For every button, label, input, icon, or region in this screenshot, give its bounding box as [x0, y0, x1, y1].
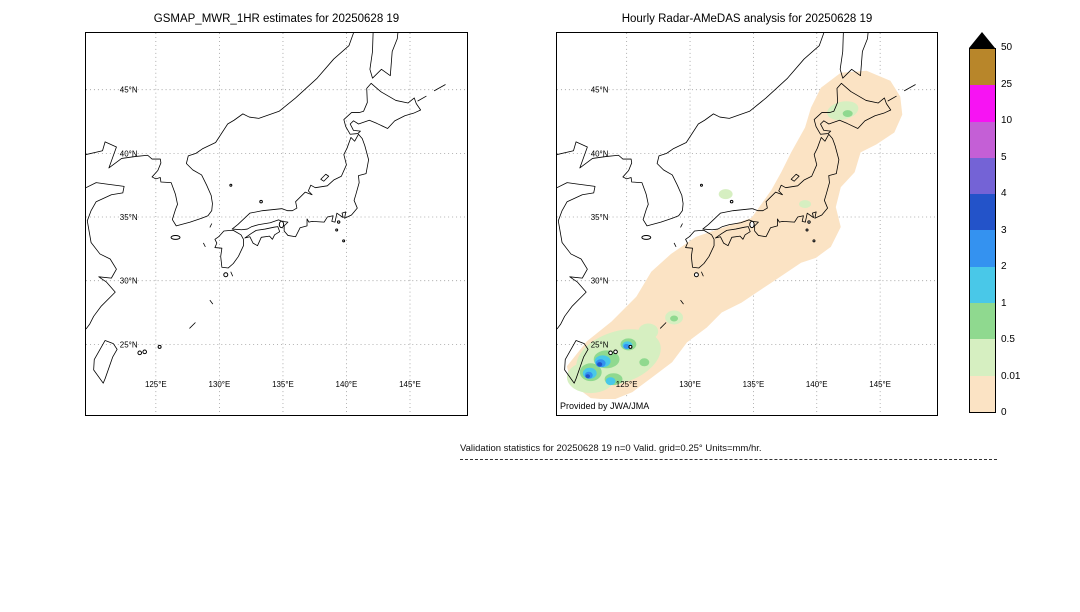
precip-cell — [638, 323, 659, 340]
precip-cell — [605, 377, 616, 386]
colorbar-band — [970, 339, 995, 376]
coastlines — [86, 33, 447, 384]
validation-caption: Validation statistics for 20250628 19 n=… — [460, 443, 997, 460]
colorbar-tick-label: 50 — [1001, 42, 1013, 53]
right-panel-title: Hourly Radar-AMeDAS analysis for 2025062… — [621, 13, 873, 25]
colorbar-tick-label: 2 — [1001, 261, 1007, 272]
colorbar-tick-label: 25 — [1001, 78, 1013, 90]
left-panel-title: GSMAP_MWR_1HR estimates for 20250628 19 — [153, 13, 400, 25]
precip-cell — [597, 362, 603, 367]
colorbar-tick-label: 3 — [1001, 224, 1007, 236]
precip-cell — [718, 189, 733, 200]
precip-level-3 — [585, 362, 603, 379]
colorbar-band — [970, 85, 995, 122]
radar-amedas-map-canvas — [557, 33, 937, 415]
precipitation-overlay — [566, 70, 903, 401]
precip-cell — [639, 358, 650, 367]
precip-cell — [623, 343, 630, 349]
colorbar-band — [970, 49, 995, 86]
colorbar-bands — [969, 48, 996, 413]
colorbar-tick-label: 5 — [1001, 151, 1007, 163]
precip-level-trace — [566, 70, 903, 401]
colorbar-band — [970, 375, 995, 412]
colorbar-band — [970, 303, 995, 340]
colorbar-over-triangle — [969, 32, 995, 48]
radar-amedas-map-panel: Provided by JWA/JMA — [556, 32, 938, 416]
graticule — [86, 33, 467, 415]
colorbar-tick-label: 0.01 — [1001, 370, 1021, 382]
data-credit: Provided by JWA/JMA — [558, 399, 656, 414]
gsmap-map-panel — [85, 32, 468, 416]
precip-cell — [670, 315, 679, 322]
gsmap-map-canvas — [86, 33, 467, 415]
colorbar-band — [970, 157, 995, 195]
colorbar-tick-label: 0.5 — [1001, 334, 1015, 345]
colorbar-band — [970, 266, 995, 304]
precip-cell — [585, 374, 590, 379]
trace-precip-band — [566, 70, 903, 401]
colorbar-tick-label: 1 — [1001, 297, 1007, 309]
colorbar-band — [970, 230, 995, 267]
precip-cell — [842, 110, 853, 118]
colorbar-band — [970, 121, 995, 158]
colorbar-band — [970, 194, 995, 231]
colorbar-tick-label: 10 — [1001, 115, 1013, 126]
precip-cell — [799, 200, 811, 209]
colorbar-tick-label: 0 — [1001, 407, 1007, 418]
colorbar-tick-label: 4 — [1001, 188, 1007, 199]
